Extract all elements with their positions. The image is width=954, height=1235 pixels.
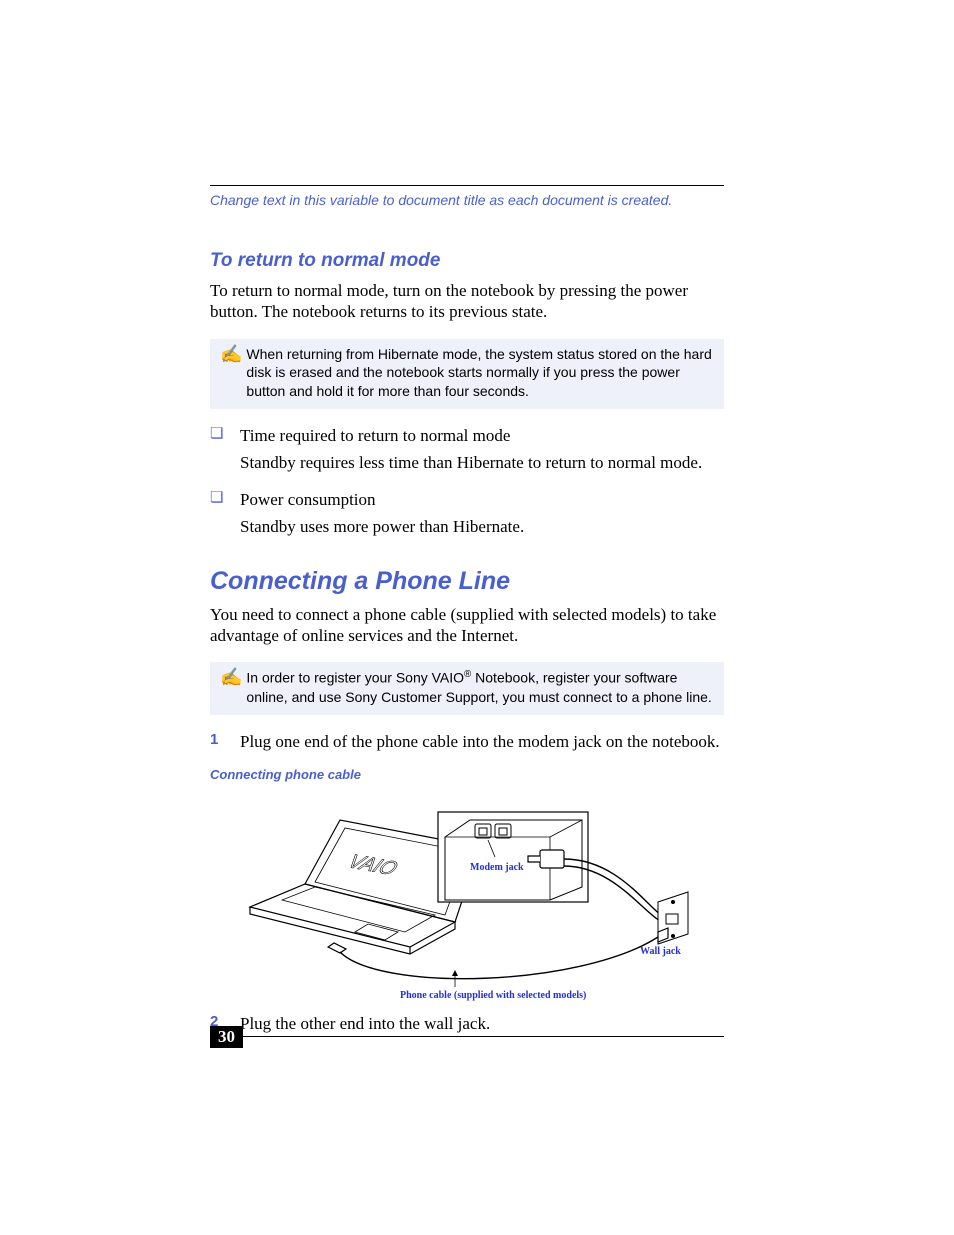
header-rule (210, 185, 724, 186)
body-paragraph: You need to connect a phone cable (suppl… (210, 604, 724, 647)
label-phone-cable: Phone cable (supplied with selected mode… (400, 990, 586, 1001)
bullet-item: ❏ Power consumption (210, 489, 724, 512)
figure-diagram: VAIO (210, 792, 724, 1007)
step-item: 1 Plug one end of the phone cable into t… (210, 731, 724, 753)
page-number: 30 (210, 1026, 243, 1048)
bullet-subtext: Standby requires less time than Hibernat… (240, 452, 724, 475)
pencil-icon: ✍ (220, 668, 242, 706)
figure-caption: Connecting phone cable (210, 767, 724, 782)
label-modem-jack: Modem jack (470, 862, 524, 873)
note-text-pre: In order to register your Sony VAIO (246, 670, 464, 686)
section-heading-connecting: Connecting a Phone Line (210, 567, 724, 596)
pencil-icon: ✍ (220, 345, 242, 402)
step-item: 2 Plug the other end into the wall jack. (210, 1013, 724, 1035)
note-text: When returning from Hibernate mode, the … (246, 345, 714, 402)
body-paragraph: To return to normal mode, turn on the no… (210, 280, 724, 323)
vaio-logo: VAIO (344, 851, 402, 880)
bullet-marker-icon: ❏ (210, 425, 226, 448)
bullet-title: Power consumption (240, 489, 376, 512)
note-box: ✍ In order to register your Sony VAIO® N… (210, 662, 724, 714)
bullet-subtext: Standby uses more power than Hibernate. (240, 516, 724, 539)
step-number: 1 (210, 731, 226, 753)
page-footer: 30 (210, 1036, 724, 1037)
running-header: Change text in this variable to document… (210, 192, 724, 208)
bullet-item: ❏ Time required to return to normal mode (210, 425, 724, 448)
step-text: Plug the other end into the wall jack. (240, 1013, 490, 1035)
step-text: Plug one end of the phone cable into the… (240, 731, 720, 753)
bullet-title: Time required to return to normal mode (240, 425, 510, 448)
section-heading-return: To return to normal mode (210, 250, 724, 272)
note-text: In order to register your Sony VAIO® Not… (246, 668, 714, 706)
label-wall-jack: Wall jack (640, 946, 681, 957)
footer-rule (210, 1036, 724, 1037)
phone-cable-diagram: VAIO (210, 792, 710, 1002)
document-page: Change text in this variable to document… (0, 0, 954, 1235)
bullet-marker-icon: ❏ (210, 489, 226, 512)
note-box: ✍ When returning from Hibernate mode, th… (210, 339, 724, 410)
